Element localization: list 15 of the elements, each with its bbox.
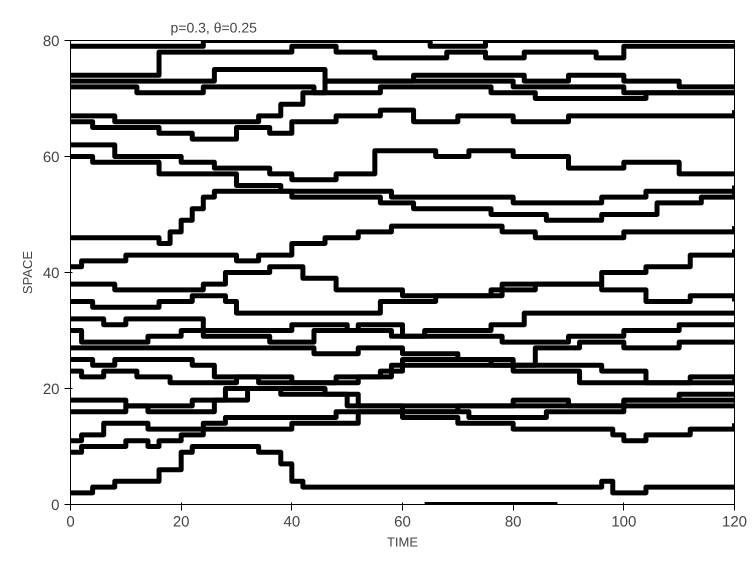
y-tick-label: 40 <box>42 265 60 282</box>
y-tick-label: 20 <box>42 381 60 398</box>
y-axis-title: SPACE <box>20 250 35 294</box>
y-tick-label: 80 <box>42 33 60 50</box>
x-tick-label: 80 <box>504 514 522 530</box>
x-tick-label: 60 <box>394 514 411 530</box>
x-tick-label: 120 <box>722 514 748 530</box>
y-tick-label: 60 <box>42 149 60 166</box>
x-tick-label: 0 <box>66 514 75 530</box>
x-tick-label: 100 <box>611 514 636 530</box>
x-tick-label: 40 <box>283 514 300 530</box>
x-tick-label: 20 <box>172 514 190 530</box>
chart-title: p=0.3, θ=0.25 <box>170 20 258 36</box>
x-axis-title: TIME <box>386 534 418 550</box>
y-tick-label: 0 <box>51 497 60 514</box>
